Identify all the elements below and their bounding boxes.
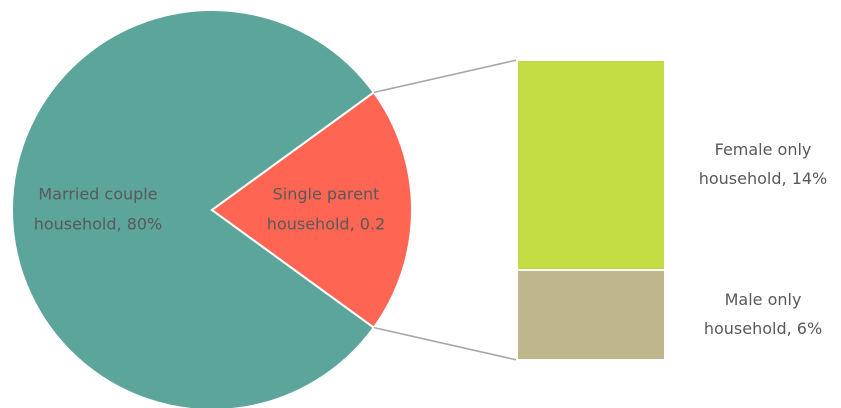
bar-segment xyxy=(516,269,666,361)
pie-label: household, 0.2 xyxy=(267,215,385,234)
connector-line xyxy=(373,326,518,361)
pie-label: Married couple xyxy=(38,185,157,204)
pie-slice xyxy=(210,91,413,329)
pie-label: Single parent xyxy=(273,185,380,204)
bar-segment xyxy=(516,59,666,271)
pie-label: household, 80% xyxy=(34,215,163,234)
bar-label: Female only xyxy=(715,140,812,159)
bar-label: Male only xyxy=(725,290,802,309)
connector-line xyxy=(373,59,518,94)
bar-label: household, 14% xyxy=(699,169,828,188)
bar-label: household, 6% xyxy=(704,319,822,338)
pie-slice xyxy=(11,9,376,408)
